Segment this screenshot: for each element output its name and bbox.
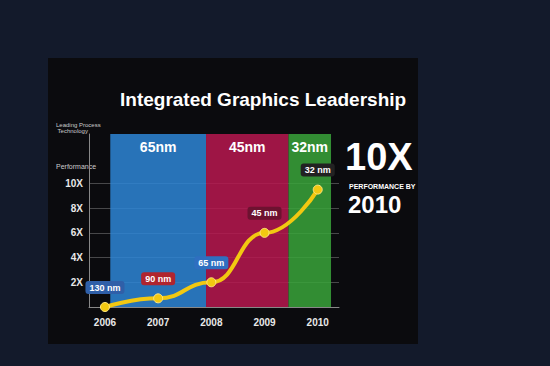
svg-text:32 nm: 32 nm bbox=[305, 165, 331, 175]
svg-text:2007: 2007 bbox=[147, 317, 170, 328]
svg-text:65nm: 65nm bbox=[140, 139, 177, 155]
svg-text:8X: 8X bbox=[71, 203, 84, 214]
svg-text:4X: 4X bbox=[71, 252, 84, 263]
svg-text:32nm: 32nm bbox=[291, 139, 328, 155]
svg-text:2X: 2X bbox=[71, 277, 84, 288]
svg-text:45nm: 45nm bbox=[229, 139, 266, 155]
svg-text:2006: 2006 bbox=[94, 317, 117, 328]
svg-text:2010: 2010 bbox=[348, 191, 401, 218]
svg-text:2009: 2009 bbox=[253, 317, 276, 328]
svg-text:Leading Process: Leading Process bbox=[56, 122, 101, 128]
svg-text:130 nm: 130 nm bbox=[89, 283, 120, 293]
svg-text:65 nm: 65 nm bbox=[198, 258, 224, 268]
svg-text:Integrated Graphics Leadership: Integrated Graphics Leadership bbox=[120, 89, 406, 110]
svg-text:Technology: Technology bbox=[56, 128, 88, 134]
svg-text:PERFORMANCE BY: PERFORMANCE BY bbox=[349, 183, 416, 190]
svg-text:2010: 2010 bbox=[307, 317, 330, 328]
svg-text:10X: 10X bbox=[345, 136, 413, 178]
svg-text:Performance: Performance bbox=[56, 163, 96, 170]
svg-text:45 nm: 45 nm bbox=[252, 208, 278, 218]
svg-text:90 nm: 90 nm bbox=[145, 274, 171, 284]
svg-text:6X: 6X bbox=[71, 227, 84, 238]
svg-text:2008: 2008 bbox=[200, 317, 223, 328]
svg-text:10X: 10X bbox=[65, 178, 83, 189]
